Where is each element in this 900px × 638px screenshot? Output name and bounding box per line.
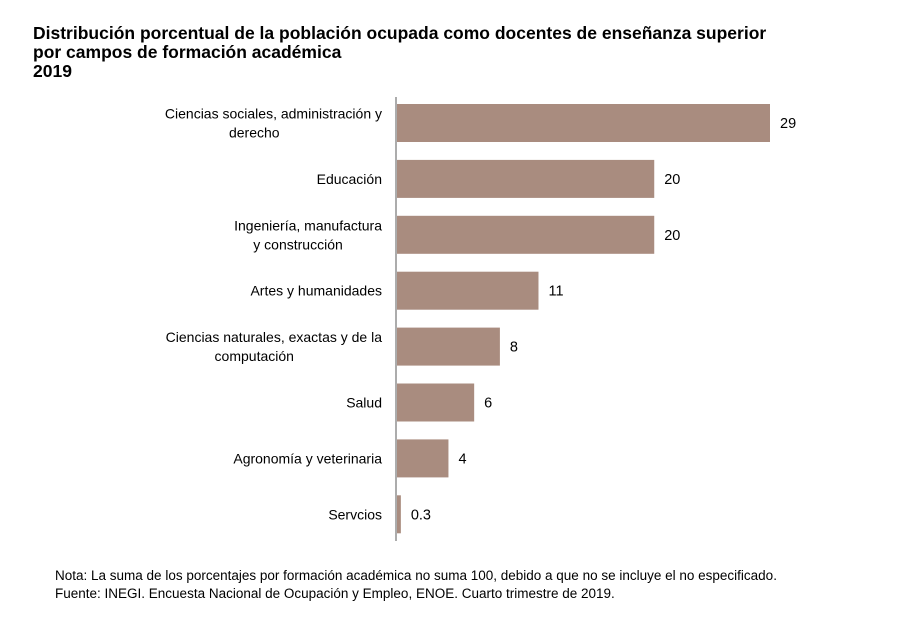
bar-chart: 29 Ciencias sociales, administración y der… xyxy=(165,97,796,541)
bar xyxy=(397,159,655,198)
bar xyxy=(397,104,770,142)
data-label: 0.3 xyxy=(411,507,431,523)
bar xyxy=(397,439,449,478)
title-line-1: Distribución porcentual de la población … xyxy=(33,23,767,43)
category-label: Salud xyxy=(346,395,382,411)
category-label: computación xyxy=(215,348,294,364)
chart-notes: Nota: La suma de los porcentajes por for… xyxy=(55,567,855,603)
title-line-2: por campos de formación académica xyxy=(33,42,342,62)
category-label: Ciencias sociales, administración y xyxy=(165,106,382,122)
data-label: 29 xyxy=(780,116,796,132)
data-label: 8 xyxy=(510,340,518,356)
data-label: 4 xyxy=(458,451,466,467)
category-label: Ingeniería, manufactura xyxy=(234,217,382,233)
data-label: 6 xyxy=(484,396,492,412)
bar xyxy=(397,495,401,534)
bar xyxy=(397,383,475,422)
category-label: y construcción xyxy=(253,236,342,252)
category-label: Educación xyxy=(317,171,382,187)
category-label: Ciencias naturales, exactas y de la xyxy=(166,329,383,345)
category-label: Artes y humanidades xyxy=(250,283,382,299)
note-text: Nota: La suma de los porcentajes por for… xyxy=(55,568,777,583)
category-label: Servcios xyxy=(328,506,382,522)
data-label: 11 xyxy=(548,284,563,300)
bar xyxy=(397,215,655,254)
category-label: Agronomía y veterinaria xyxy=(233,450,382,466)
bar xyxy=(397,327,500,366)
chart-title: Distribución porcentual de la población … xyxy=(33,24,766,81)
bar xyxy=(397,271,539,310)
title-line-3: 2019 xyxy=(33,61,72,81)
data-label: 20 xyxy=(664,172,680,188)
source-text: Fuente: INEGI. Encuesta Nacional de Ocup… xyxy=(55,586,615,601)
category-label: derecho xyxy=(229,125,280,141)
data-label: 20 xyxy=(664,228,680,244)
